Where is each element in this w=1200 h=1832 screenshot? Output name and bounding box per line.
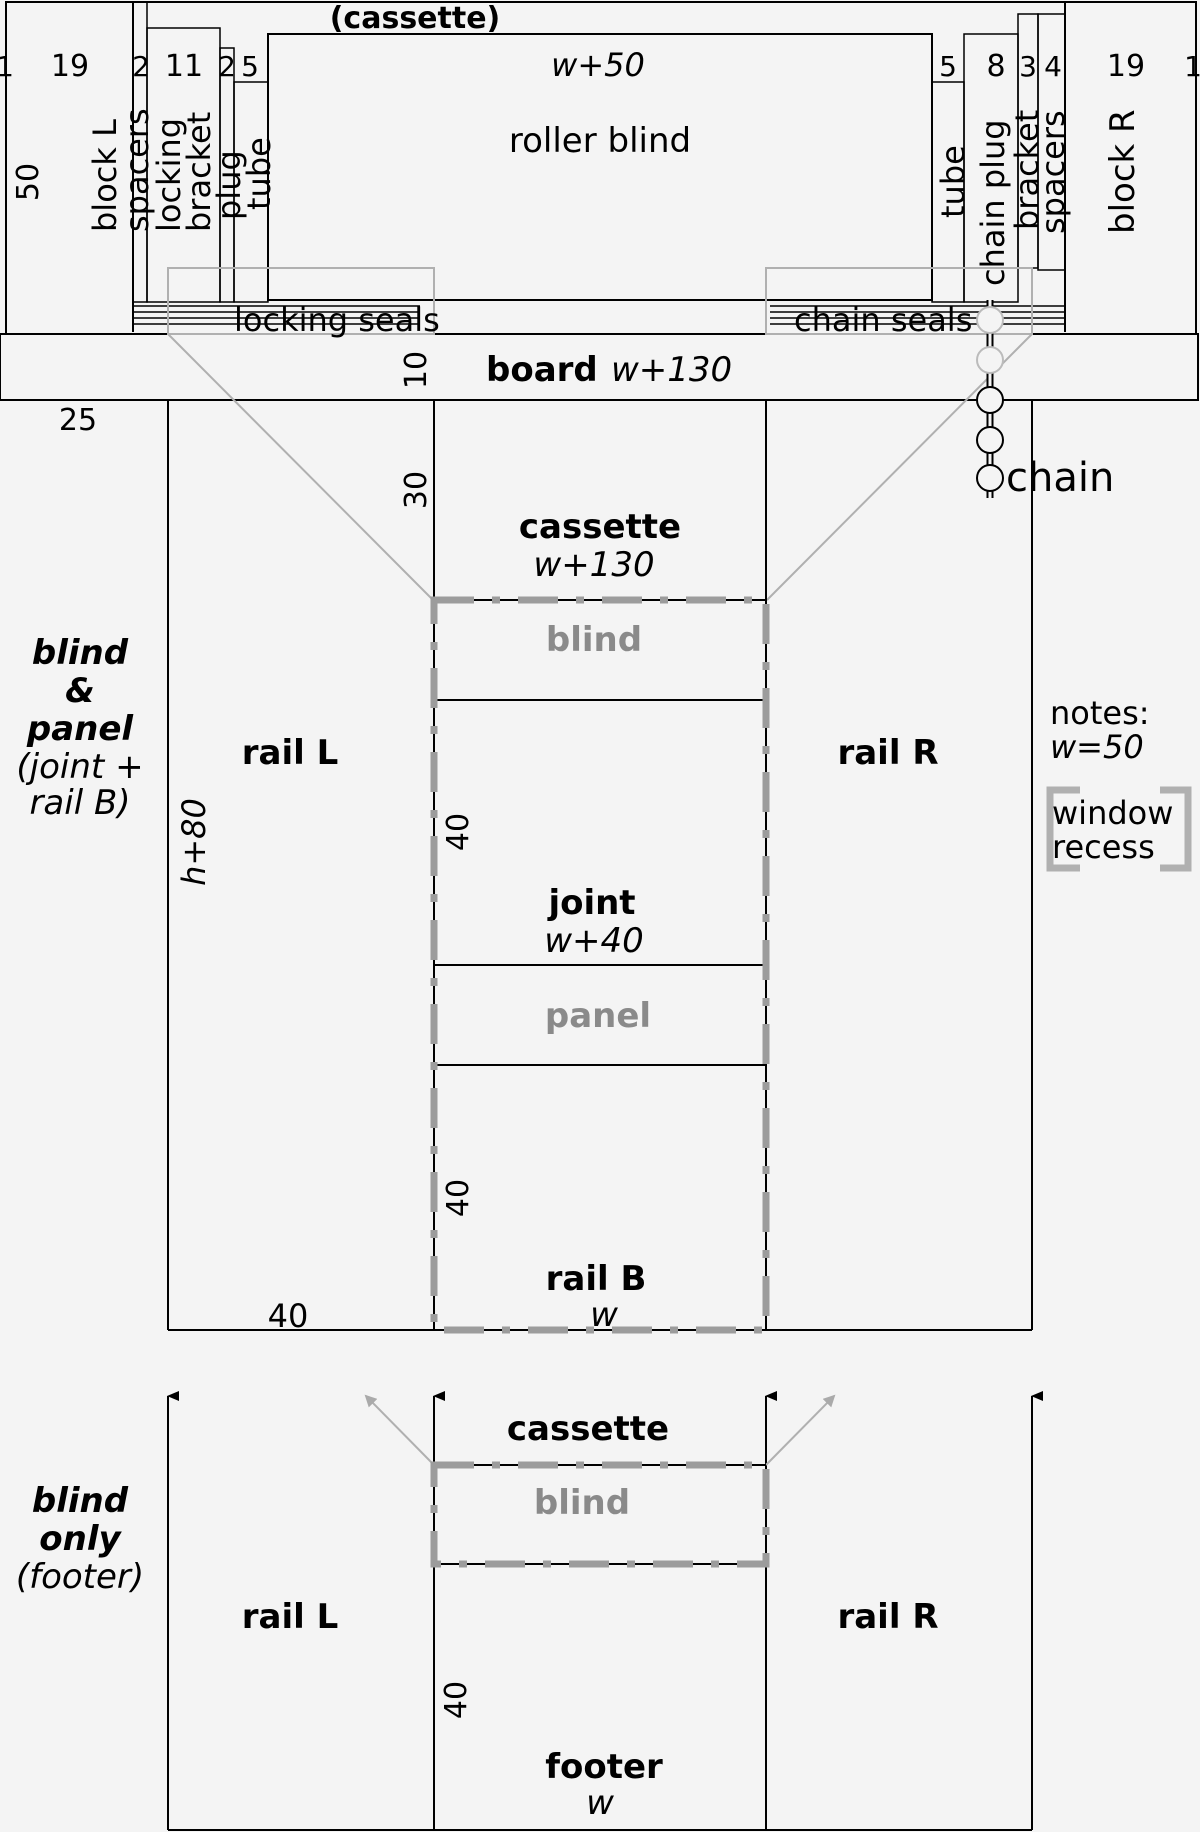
dim-40-rail: 40 bbox=[268, 1297, 309, 1335]
blind-panel-title: blind & panel (joint + rail B) bbox=[16, 633, 143, 823]
dim-right-4: 4 bbox=[1044, 50, 1062, 83]
blind-panel-frame: cassette w+130 blind rail L rail R h+80 … bbox=[16, 400, 1192, 1335]
window-recess-line-1: window bbox=[1052, 794, 1173, 832]
label-bracket-r: bracket bbox=[1008, 110, 1046, 230]
board-dim: w+130 bbox=[611, 350, 732, 390]
dim-25: 25 bbox=[59, 403, 97, 438]
chain-seals-lines bbox=[770, 305, 1065, 325]
label-block-r: block R bbox=[1103, 109, 1143, 234]
chain-seals-label: chain seals bbox=[794, 301, 972, 339]
rail-b-dim: w bbox=[590, 1295, 618, 1335]
rail-r-label: rail R bbox=[837, 733, 938, 773]
dim-right-19: 19 bbox=[1107, 49, 1145, 84]
footer-blind-label: blind bbox=[534, 1483, 630, 1523]
footer-recess-outline bbox=[430, 1461, 770, 1568]
footer-dim: w bbox=[586, 1783, 614, 1823]
dim-right-3: 3 bbox=[1019, 50, 1037, 83]
chain-icon bbox=[976, 300, 1004, 498]
title-line-3: panel bbox=[26, 709, 135, 749]
dim-left-1: 1 bbox=[0, 50, 14, 83]
cassette-dim: w+130 bbox=[533, 545, 654, 585]
dim-left-5: 5 bbox=[241, 50, 259, 83]
roller-blind-label: roller blind bbox=[509, 121, 691, 161]
notes-w: w=50 bbox=[1050, 728, 1144, 766]
dim-left-19: 19 bbox=[51, 49, 89, 84]
footer-title-line-3: (footer) bbox=[16, 1557, 144, 1597]
footer-projection-right-arrow bbox=[765, 1394, 836, 1466]
height-dim: h+80 bbox=[175, 798, 213, 886]
title-line-4: (joint + bbox=[16, 747, 143, 787]
board-rect bbox=[0, 333, 1199, 401]
dim-right-1: 1 bbox=[1184, 50, 1200, 83]
footer-rail-r-label: rail R bbox=[837, 1597, 938, 1637]
footer-projection-left-arrow bbox=[364, 1394, 435, 1466]
label-spacers-l: spacers bbox=[118, 108, 156, 232]
blind-footer-frame: cassette blind blind only (footer) rail … bbox=[16, 1391, 1043, 1831]
rail-b-label: rail B bbox=[546, 1259, 647, 1299]
label-plug: plug bbox=[210, 150, 248, 220]
footer-dim-40: 40 bbox=[439, 1681, 474, 1719]
dim-right-5: 5 bbox=[939, 50, 957, 83]
locking-seals-lines bbox=[133, 305, 420, 325]
dim-left-11: 11 bbox=[165, 49, 203, 84]
footer-cassette-label: cassette bbox=[507, 1409, 669, 1449]
joint-label: joint bbox=[546, 883, 635, 923]
label-spacers-r: spacers bbox=[1034, 110, 1072, 234]
panel-label: panel bbox=[545, 996, 651, 1036]
title-line-2: & bbox=[65, 671, 95, 711]
board-label: board bbox=[486, 350, 598, 390]
label-tube-r: tube bbox=[934, 145, 972, 218]
dim-10: 10 bbox=[399, 351, 434, 389]
label-chain-plug: chain plug bbox=[974, 119, 1012, 286]
window-recess-icon bbox=[1046, 786, 1192, 872]
footer-title-line-2: only bbox=[39, 1519, 122, 1559]
label-tube-l: tube bbox=[240, 137, 278, 210]
label-block-l: block L bbox=[86, 119, 124, 232]
cassette-cross-section: (cassette) 1 19 2 11 2 5 5 8 3 4 19 1 w+… bbox=[0, 1, 1200, 601]
cassette-section-title: (cassette) bbox=[330, 1, 501, 36]
dim-40-joint: 40 bbox=[441, 813, 476, 851]
blind-label: blind bbox=[546, 620, 642, 660]
dim-40-panel: 40 bbox=[441, 1179, 476, 1217]
joint-dim: w+40 bbox=[544, 921, 644, 961]
footer-title-line-1: blind bbox=[32, 1481, 129, 1521]
title-line-1: blind bbox=[32, 633, 129, 673]
window-recess-outline bbox=[430, 596, 770, 1334]
dim-left-2b: 2 bbox=[218, 50, 236, 83]
dim-30: 30 bbox=[399, 471, 434, 509]
chain-label: chain bbox=[1006, 455, 1114, 501]
title-line-5: rail B) bbox=[29, 783, 130, 823]
spacers-r bbox=[1037, 13, 1066, 271]
label-locking: locking bbox=[150, 118, 188, 232]
locking-seals-label: locking seals bbox=[234, 301, 440, 339]
footer-rail-l-label: rail L bbox=[242, 1597, 339, 1637]
dim-left-2a: 2 bbox=[132, 50, 150, 83]
roller-blind-dim: w+50 bbox=[551, 46, 645, 84]
dim-height-50: 50 bbox=[11, 163, 46, 201]
footer-label: footer bbox=[545, 1747, 663, 1787]
rail-l-label: rail L bbox=[242, 733, 339, 773]
cassette-label: cassette bbox=[519, 507, 681, 547]
dim-right-8: 8 bbox=[986, 49, 1005, 84]
notes-label: notes: bbox=[1050, 694, 1150, 732]
window-recess-line-2: recess bbox=[1052, 828, 1155, 866]
label-bracket-l: bracket bbox=[180, 112, 218, 232]
blind-only-title: blind only (footer) bbox=[16, 1481, 144, 1597]
